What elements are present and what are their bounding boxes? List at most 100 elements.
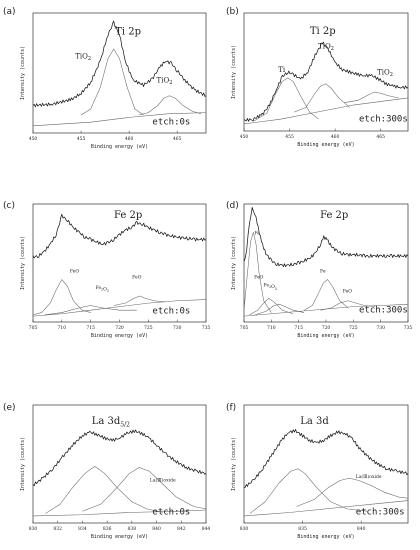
etch-label: etch:300s [359, 115, 408, 125]
peak-label: Fe2O3 [96, 285, 109, 293]
peak-label: FeO [70, 268, 80, 274]
y-axis-label: Intensity (counts) [20, 46, 26, 100]
peak-label: La(Ⅲ)oxide [356, 473, 382, 480]
series-peak [113, 295, 166, 306]
x-axis-label: Binding energy (eV) [297, 142, 354, 148]
peak-label: La(Ⅲ)oxide [150, 477, 176, 484]
peak-label: FeO [254, 274, 264, 280]
panel-title: Ti 2p [310, 26, 336, 37]
peak-label: Ti [278, 66, 286, 74]
peak-label: TiO2 [157, 77, 173, 87]
x-tick-label: 725 [144, 325, 153, 331]
panel-title: La 3d [300, 416, 329, 427]
x-tick-label: 730 [376, 325, 385, 331]
y-axis-label: Intensity (counts) [231, 45, 237, 99]
x-tick-label: 835 [298, 526, 307, 532]
series-spectrum [243, 41, 409, 122]
panel-label: (f) [226, 403, 236, 413]
series-peak [303, 279, 349, 311]
panel-b: 450 455 460 465 Binding energy (eV) Intensity… [226, 7, 409, 148]
y-axis-label: Intensity (counts) [231, 437, 237, 491]
x-tick-label: 465 [376, 134, 385, 140]
plot-frame [32, 404, 207, 524]
peak-label: TiO2 [75, 53, 91, 63]
series-peak [344, 91, 399, 103]
y-axis-label: Intensity (counts) [20, 236, 26, 290]
series-spectrum [243, 429, 409, 489]
peak-label: Fe2O3 [264, 283, 277, 291]
series-peak [320, 300, 376, 311]
panel-label: (e) [3, 403, 16, 413]
x-tick-label: 450 [240, 134, 249, 140]
panel-e: 830 832 834 836 838 840 842 844 Binding energy (… [3, 403, 210, 540]
series-peak [44, 305, 137, 316]
x-tick-label: 720 [322, 325, 331, 331]
y-axis-label: Intensity (counts) [231, 236, 237, 290]
x-tick-label: 455 [77, 136, 86, 142]
x-tick-label: 840 [357, 526, 366, 532]
x-tick-label: 460 [331, 134, 340, 140]
series-background [32, 299, 207, 317]
peak-label: TiO2 [377, 68, 393, 78]
x-tick-label: 735 [202, 325, 211, 331]
panel-label: (c) [3, 201, 15, 211]
x-axis-label: Binding energy (eV) [91, 144, 148, 150]
series-peak [82, 467, 207, 512]
x-tick-label: 730 [173, 325, 182, 331]
panel-title: La 3d5/2 [92, 416, 130, 429]
series-background [243, 97, 409, 125]
x-tick-label: 834 [78, 526, 87, 532]
panel-d: 705 710 715 720 725 730 735 Binding energy (eV)… [226, 201, 412, 339]
panel-c: 705 710 715 720 725 730 735 Binding energy (eV)… [3, 201, 210, 339]
panel-title: Fe 2p [320, 210, 348, 221]
x-tick-label: 450 [29, 136, 38, 142]
x-tick-label: 710 [58, 325, 67, 331]
x-tick-label: 832 [53, 526, 62, 532]
peak-label: Fe [320, 268, 326, 274]
etch-label: etch:300s [356, 508, 405, 518]
x-axis-label: Binding energy (eV) [297, 333, 354, 339]
panel-label: (a) [3, 7, 16, 17]
x-axis-label: Binding energy (eV) [297, 534, 354, 540]
y-axis-label: Intensity (counts) [20, 437, 26, 491]
series-peak [296, 477, 409, 507]
x-tick-label: 705 [29, 325, 38, 331]
x-tick-label: 455 [285, 134, 294, 140]
series-background [243, 500, 409, 517]
panel-label: (d) [226, 201, 239, 211]
etch-label: etch:0s [152, 508, 190, 518]
x-tick-label: 465 [173, 136, 182, 142]
etch-label: etch:0s [152, 307, 190, 317]
series-peak [252, 77, 319, 122]
plot-frame [243, 12, 409, 132]
x-tick-label: 705 [240, 325, 249, 331]
series-background [32, 112, 207, 127]
series-spectrum [32, 20, 207, 108]
series-peak [45, 466, 163, 514]
plot-frame [243, 404, 409, 524]
x-tick-label: 844 [202, 526, 211, 532]
etch-label: etch:0s [152, 118, 190, 128]
x-tick-label: 460 [125, 136, 134, 142]
x-tick-label: 842 [177, 526, 186, 532]
panel-a: 450 455 460 465 Binding energy (eV) Intensity… [3, 7, 207, 150]
plot-frame [243, 203, 409, 323]
series-spectrum [32, 429, 207, 487]
series-peak [138, 95, 202, 116]
series-spectrum [243, 207, 409, 268]
series-peak [80, 48, 144, 116]
x-tick-label: 720 [115, 325, 124, 331]
etch-label: etch:300s [359, 306, 408, 316]
series-peak [254, 304, 305, 316]
peak-label: FeO [343, 289, 353, 295]
series-peak [243, 232, 272, 313]
x-tick-label: 710 [267, 325, 276, 331]
peak-label: Fe [254, 231, 260, 237]
x-tick-label: 715 [86, 325, 95, 331]
series-spectrum [32, 213, 207, 259]
x-tick-label: 840 [152, 526, 161, 532]
series-peak [294, 83, 350, 113]
panel-title: Ti 2p [115, 27, 141, 38]
